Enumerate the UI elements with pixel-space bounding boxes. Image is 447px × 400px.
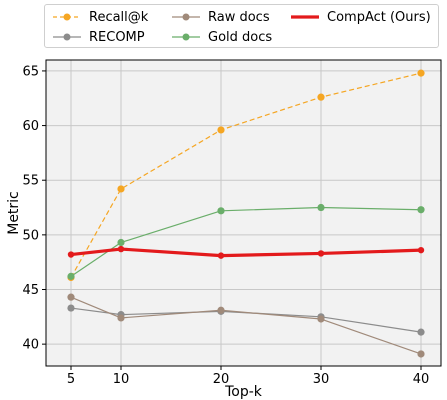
data-point bbox=[317, 203, 325, 212]
data-point bbox=[217, 306, 225, 314]
legend-item-recomp: RECOMP bbox=[53, 28, 145, 46]
data-point bbox=[417, 350, 425, 358]
data-point bbox=[217, 252, 225, 259]
legend-swatch-recomp bbox=[53, 32, 81, 42]
series-gold-docs bbox=[67, 203, 425, 280]
legend-label-compact: CompAct (Ours) bbox=[327, 9, 431, 25]
series-compact-ours bbox=[67, 245, 425, 259]
y-tick-label: 50 bbox=[22, 228, 39, 243]
data-point bbox=[417, 328, 425, 336]
y-tick-label: 60 bbox=[22, 119, 39, 134]
legend-swatch-compact bbox=[291, 12, 319, 22]
data-point bbox=[417, 206, 425, 214]
plot-area bbox=[46, 60, 441, 366]
y-tick-label: 45 bbox=[22, 283, 39, 298]
legend-label-raw-docs: Raw docs bbox=[208, 9, 270, 25]
data-point bbox=[217, 207, 225, 215]
data-point bbox=[117, 314, 125, 322]
data-point bbox=[67, 304, 75, 312]
y-tick-label: 40 bbox=[22, 338, 39, 353]
legend-item-gold-docs: Gold docs bbox=[172, 28, 272, 46]
legend-item-raw-docs: Raw docs bbox=[172, 8, 270, 26]
x-tick-label: 20 bbox=[213, 372, 230, 387]
data-point bbox=[67, 251, 75, 258]
data-point bbox=[67, 293, 75, 301]
x-tick-label: 40 bbox=[413, 372, 430, 387]
legend-swatch-gold-docs bbox=[172, 32, 200, 42]
y-axis-label: Metric bbox=[6, 191, 22, 235]
x-tick-label: 5 bbox=[67, 372, 75, 387]
legend-label-gold-docs: Gold docs bbox=[208, 29, 273, 45]
data-point bbox=[217, 126, 225, 134]
x-tick-label: 30 bbox=[313, 372, 330, 387]
data-point bbox=[67, 272, 75, 280]
data-point bbox=[117, 238, 125, 247]
x-tick-label: 10 bbox=[113, 372, 130, 387]
plot-frame bbox=[45, 59, 442, 367]
data-point bbox=[117, 185, 125, 193]
y-tick-label: 65 bbox=[22, 64, 39, 79]
legend-item-recall: Recall@k bbox=[53, 8, 148, 26]
series-lines bbox=[67, 69, 425, 358]
legend-swatch-recall bbox=[53, 12, 81, 22]
data-point bbox=[317, 250, 325, 257]
tick-labels: 5 10 20 30 40 40 45 50 55 60 65 bbox=[22, 64, 429, 387]
legend-item-compact: CompAct (Ours) bbox=[291, 8, 431, 26]
data-point bbox=[117, 245, 125, 253]
legend-label-recall: Recall@k bbox=[89, 9, 149, 25]
data-point bbox=[317, 315, 325, 323]
data-point bbox=[317, 93, 325, 101]
y-tick-label: 55 bbox=[22, 174, 39, 189]
legend: Recall@k RECOMP Raw docs Gold docs CompA… bbox=[44, 4, 439, 48]
data-point bbox=[417, 246, 425, 254]
legend-swatch-raw-docs bbox=[172, 12, 200, 22]
series-raw-docs bbox=[67, 293, 425, 358]
axes bbox=[42, 59, 442, 370]
data-point bbox=[417, 69, 425, 77]
x-axis-label: Top-k bbox=[224, 384, 263, 400]
legend-label-recomp: RECOMP bbox=[89, 29, 145, 45]
